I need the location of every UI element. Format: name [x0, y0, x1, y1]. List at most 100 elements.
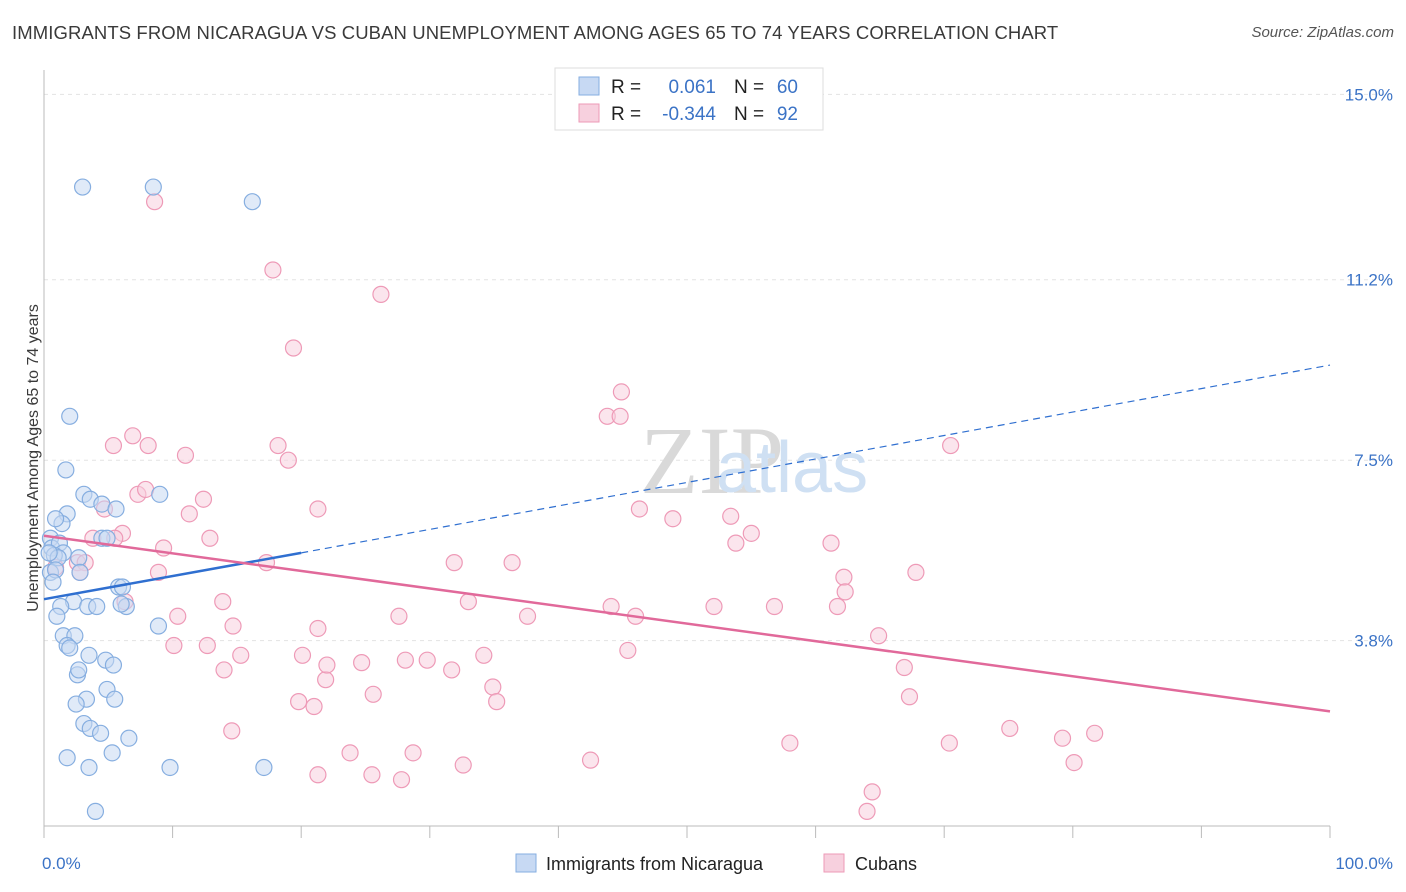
- cubans-point-8: [104, 436, 123, 455]
- x-tick-label-0: 0.0%: [42, 854, 81, 873]
- cubans-point-49: [828, 597, 847, 616]
- cubans-point-58: [293, 646, 312, 664]
- cubans-point-64: [870, 627, 888, 645]
- stats-n-value-1: 60: [777, 77, 798, 98]
- cubans-point-79: [363, 766, 381, 784]
- cubans-point-84: [940, 734, 958, 752]
- cubans-point-42: [214, 593, 232, 611]
- cubans-point-76: [341, 744, 359, 762]
- nicaragua-point-1: [144, 178, 162, 196]
- cubans-point-59: [353, 654, 371, 672]
- nicaragua-point-2: [243, 193, 261, 211]
- watermark-atlas: atlas: [716, 428, 868, 508]
- series-legend: Immigrants from Nicaragua Cubans: [515, 853, 917, 874]
- axes: [43, 70, 1331, 838]
- nicaragua-point-19: [70, 549, 88, 567]
- watermark-zip: ZIP: [640, 407, 784, 514]
- nicaragua-point-4: [57, 461, 75, 479]
- nicaragua-point-54: [161, 758, 179, 777]
- stats-r-label-1: R =: [611, 77, 641, 98]
- cubans-point-77: [404, 744, 422, 762]
- stats-legend-box: [554, 67, 824, 131]
- cubans-point-66: [317, 671, 335, 689]
- nicaragua-point-59: [112, 595, 130, 613]
- cubans-point-39: [835, 568, 853, 586]
- cubans-trend-line: [43, 534, 1331, 713]
- cubans-point-16: [194, 490, 213, 508]
- cubans-point-82: [581, 751, 600, 769]
- cubans-point-9: [139, 436, 157, 455]
- nicaragua-point-58: [44, 573, 62, 591]
- cubans-points: [46, 193, 1104, 820]
- legend-label-nicaragua: Immigrants from Nicaragua: [546, 854, 764, 874]
- nicaragua-point-21: [98, 529, 116, 547]
- cubans-point-88: [1065, 753, 1083, 772]
- cubans-point-46: [602, 597, 620, 616]
- cubans-point-38: [503, 554, 521, 572]
- watermark: ZIP atlas: [640, 407, 868, 514]
- y-axis-label: Unemployment Among Ages 65 to 74 years: [25, 304, 42, 612]
- nicaragua-point-33: [149, 617, 168, 635]
- cubans-point-24: [630, 500, 649, 518]
- legend-swatch-nicaragua: [515, 853, 537, 873]
- cubans-point-71: [305, 697, 323, 716]
- nicaragua-point-9: [151, 485, 169, 503]
- nicaragua-points: [40, 178, 273, 820]
- y-tick-label-2: 11.2%: [1346, 271, 1393, 290]
- cubans-point-57: [232, 646, 250, 664]
- nicaragua-point-0: [73, 178, 92, 196]
- nicaragua-point-51: [58, 749, 76, 767]
- cubans-point-86: [1053, 729, 1072, 747]
- cubans-point-40: [907, 563, 925, 581]
- cubans-point-65: [215, 661, 233, 679]
- cubans-point-74: [900, 688, 919, 706]
- cubans-point-50: [224, 617, 242, 635]
- cubans-point-27: [742, 524, 760, 542]
- nicaragua-point-57: [40, 544, 58, 562]
- cubans-point-53: [518, 607, 537, 625]
- nicaragua-point-42: [70, 661, 88, 679]
- y-tick-label-3: 15.0%: [1345, 85, 1393, 104]
- y-tick-labels: 3.8% 7.5% 11.2% 15.0%: [1345, 85, 1393, 650]
- nicaragua-point-56: [86, 802, 105, 820]
- cubans-point-23: [201, 529, 219, 547]
- cubans-point-51: [309, 619, 327, 638]
- nicaragua-point-53: [80, 758, 98, 777]
- cubans-point-80: [392, 771, 411, 789]
- cubans-point-89: [863, 783, 881, 801]
- cubans-point-0: [145, 193, 164, 211]
- source-label: Source: ZipAtlas.com: [1251, 24, 1394, 41]
- chart-title: IMMIGRANTS FROM NICARAGUA VS CUBAN UNEMP…: [12, 22, 1059, 43]
- cubans-point-13: [942, 436, 960, 455]
- cubans-point-85: [1001, 719, 1019, 738]
- cubans-point-81: [454, 756, 472, 774]
- cubans-point-55: [198, 636, 216, 655]
- cubans-point-68: [484, 678, 502, 696]
- cubans-point-3: [284, 339, 303, 357]
- cubans-point-52: [390, 607, 408, 625]
- stats-r-label-2: R =: [611, 104, 641, 125]
- nicaragua-point-44: [106, 690, 124, 708]
- cubans-point-83: [781, 734, 799, 752]
- cubans-point-26: [722, 507, 740, 525]
- cubans-point-48: [765, 597, 784, 616]
- y-tick-label-0: 3.8%: [1354, 632, 1393, 651]
- y-tick-label-1: 7.5%: [1354, 451, 1393, 470]
- cubans-point-61: [418, 651, 436, 669]
- nicaragua-point-32: [48, 607, 66, 625]
- cubans-point-18: [180, 505, 198, 523]
- cubans-point-37: [445, 554, 463, 572]
- nicaragua-point-52: [103, 744, 121, 762]
- legend-label-cubans: Cubans: [855, 854, 917, 874]
- gridlines: [44, 93, 1392, 642]
- cubans-point-28: [727, 534, 745, 552]
- legend-swatch-cubans: [823, 853, 845, 873]
- nicaragua-point-24: [71, 563, 89, 581]
- cubans-point-10: [269, 436, 287, 455]
- cubans-point-69: [364, 685, 382, 703]
- cubans-point-12: [279, 451, 297, 469]
- nicaragua-trend-line: [43, 551, 302, 601]
- cubans-point-36: [149, 563, 168, 581]
- cubans-point-91: [318, 656, 336, 674]
